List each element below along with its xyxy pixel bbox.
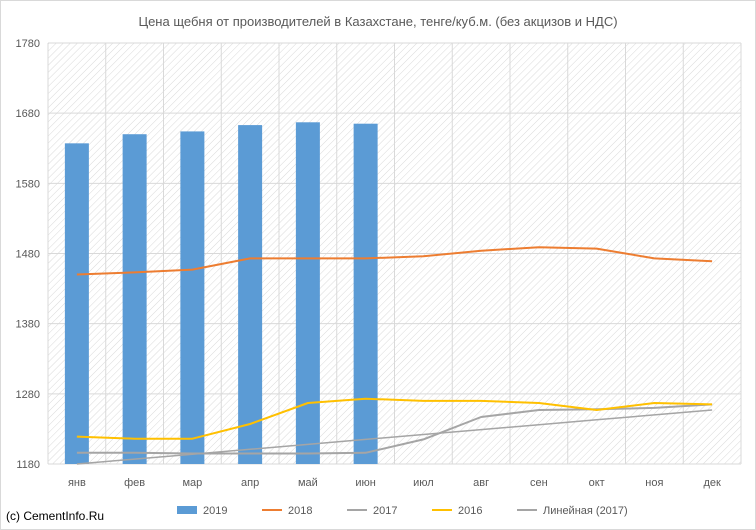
x-tick-label: авг (473, 477, 489, 489)
legend: 2019 2018 2017 2016 Линейная (2017) (177, 505, 628, 517)
y-tick-label: 1380 (16, 319, 40, 331)
x-tick-label: окт (589, 477, 605, 489)
x-tick-label: янв (68, 477, 86, 489)
credit-text: (c) CementInfo.Ru (6, 509, 105, 523)
y-tick-label: 1680 (16, 108, 40, 120)
bars-2019 (64, 122, 378, 465)
bar-2019 (180, 131, 205, 464)
x-tick-label: ноя (645, 477, 663, 489)
legend-label: Линейная (2017) (543, 505, 628, 517)
bar-2019 (295, 122, 320, 464)
y-tick-label: 1480 (16, 249, 40, 261)
legend-label: 2017 (373, 505, 397, 517)
y-tick-label: 1280 (16, 389, 40, 401)
gridlines (47, 42, 742, 465)
legend-label: 2016 (458, 505, 482, 517)
x-tick-label: фев (124, 477, 145, 489)
x-tick-label: мар (182, 477, 202, 489)
y-axis: 1180 1280 1380 1480 1580 1680 1780 (16, 38, 40, 471)
line-2016 (76, 397, 713, 440)
legend-swatch (177, 506, 197, 514)
bar-2019 (353, 123, 378, 465)
y-tick-label: 1180 (16, 459, 40, 471)
x-tick-label: июл (413, 477, 434, 489)
bar-2019 (64, 143, 89, 465)
x-tick-label: сен (530, 477, 548, 489)
chart-title: Цена щебня от производителей в Казахстан… (138, 14, 618, 29)
legend-label: 2018 (288, 505, 312, 517)
y-tick-label: 1580 (16, 178, 40, 190)
x-tick-label: июн (355, 477, 375, 489)
x-tick-label: апр (241, 477, 259, 489)
bar-2019 (238, 125, 263, 464)
line-2018 (76, 246, 713, 276)
series-lines (76, 246, 713, 465)
bar-2019 (122, 134, 147, 464)
y-tick-label: 1780 (16, 38, 40, 50)
line-линейная-2017- (76, 409, 713, 465)
x-tick-label: май (298, 477, 318, 489)
x-tick-label: дек (703, 477, 721, 489)
legend-label: 2019 (203, 505, 227, 517)
x-axis: янв фев мар апр май июн июл авг сен окт ноя дек (68, 477, 721, 489)
